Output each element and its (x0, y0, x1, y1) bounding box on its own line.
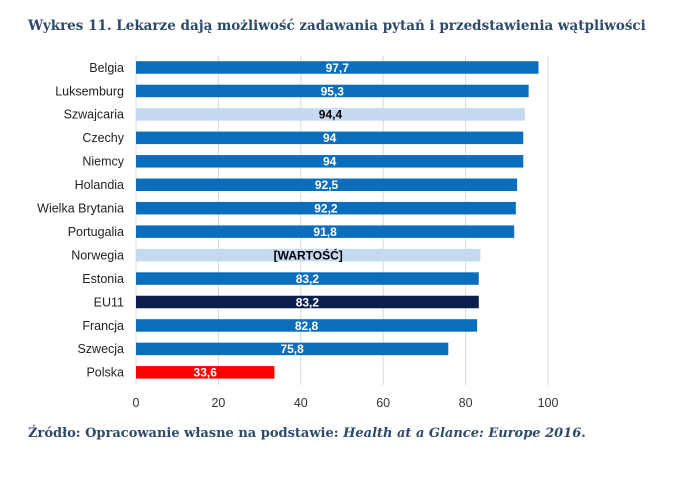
data-label: [WARTOŚĆ] (274, 247, 343, 262)
category-label: Portugalia (68, 225, 124, 239)
bar-estonia (136, 272, 479, 285)
category-label: Szwajcaria (64, 108, 124, 122)
bar-luksemburg (136, 84, 529, 98)
category-label: Belgia (89, 61, 124, 75)
bar-niemcy (136, 155, 524, 168)
category-label: Niemcy (82, 155, 124, 169)
bar-polska (136, 366, 275, 379)
x-tick-label: 20 (211, 396, 225, 410)
data-label: 83,2 (296, 295, 320, 309)
x-tick-label: 40 (294, 396, 308, 410)
x-tick-label: 0 (133, 396, 140, 410)
x-tick-label: 80 (459, 396, 473, 410)
category-label: Francja (82, 319, 124, 333)
category-label: Norwegia (71, 248, 124, 262)
data-label: 95,3 (321, 84, 345, 98)
data-label: 82,8 (295, 319, 319, 333)
data-label: 83,2 (296, 272, 320, 286)
bars: 97,7 95,3 94,4 94 94 92,5 92,2 91,8 [WARTOŚĆ] 83,… (136, 61, 539, 380)
chart-title: Wykres 11. Lekarze dają możliwość zadawa… (28, 18, 646, 34)
category-label: Estonia (82, 272, 124, 286)
bar-norwegia (136, 248, 481, 262)
source-prefix: Źródło: Opracowanie własne na podstawie: (28, 426, 344, 441)
category-labels: Belgia Luksemburg Szwajcaria Czechy Niemcy Ho… (37, 61, 125, 380)
data-label: 97,7 (326, 61, 350, 75)
bar-francja (136, 319, 478, 332)
category-label: Wielka Brytania (37, 202, 124, 216)
data-label: 91,8 (313, 225, 337, 239)
category-label: EU11 (94, 295, 124, 309)
category-label: Holandia (75, 178, 124, 192)
x-tick-label: 100 (538, 396, 559, 410)
bar-eu11 (136, 295, 479, 309)
source-publication: Health at a Glance: Europe 2016 (343, 426, 582, 441)
data-label: 94 (323, 131, 337, 145)
bar-holandia (136, 178, 518, 191)
data-label: 92,5 (315, 178, 339, 192)
category-label: Czechy (82, 131, 124, 145)
data-label: 92,2 (314, 202, 338, 216)
bar-portugalia (136, 225, 515, 238)
bar-czechy (136, 131, 524, 145)
bar-szwajcaria (136, 108, 525, 121)
bar-szwecja (136, 342, 449, 356)
x-tick-label: 60 (376, 396, 390, 410)
category-label: Szwecja (77, 342, 124, 356)
bar-wielka-brytania (136, 201, 516, 215)
data-label: 94,4 (319, 108, 343, 122)
grid-lines (135, 56, 549, 385)
data-label: 75,8 (280, 342, 304, 356)
category-label: Luksemburg (55, 84, 124, 98)
source-suffix: . (581, 426, 586, 441)
data-label: 94 (323, 155, 337, 169)
bar-belgia (136, 61, 539, 74)
category-label: Polska (86, 366, 124, 380)
data-label: 33,6 (194, 366, 218, 380)
source-note: Źródło: Opracowanie własne na podstawie:… (28, 426, 586, 441)
x-axis-ticks: 0 20 40 60 80 100 (133, 396, 559, 410)
